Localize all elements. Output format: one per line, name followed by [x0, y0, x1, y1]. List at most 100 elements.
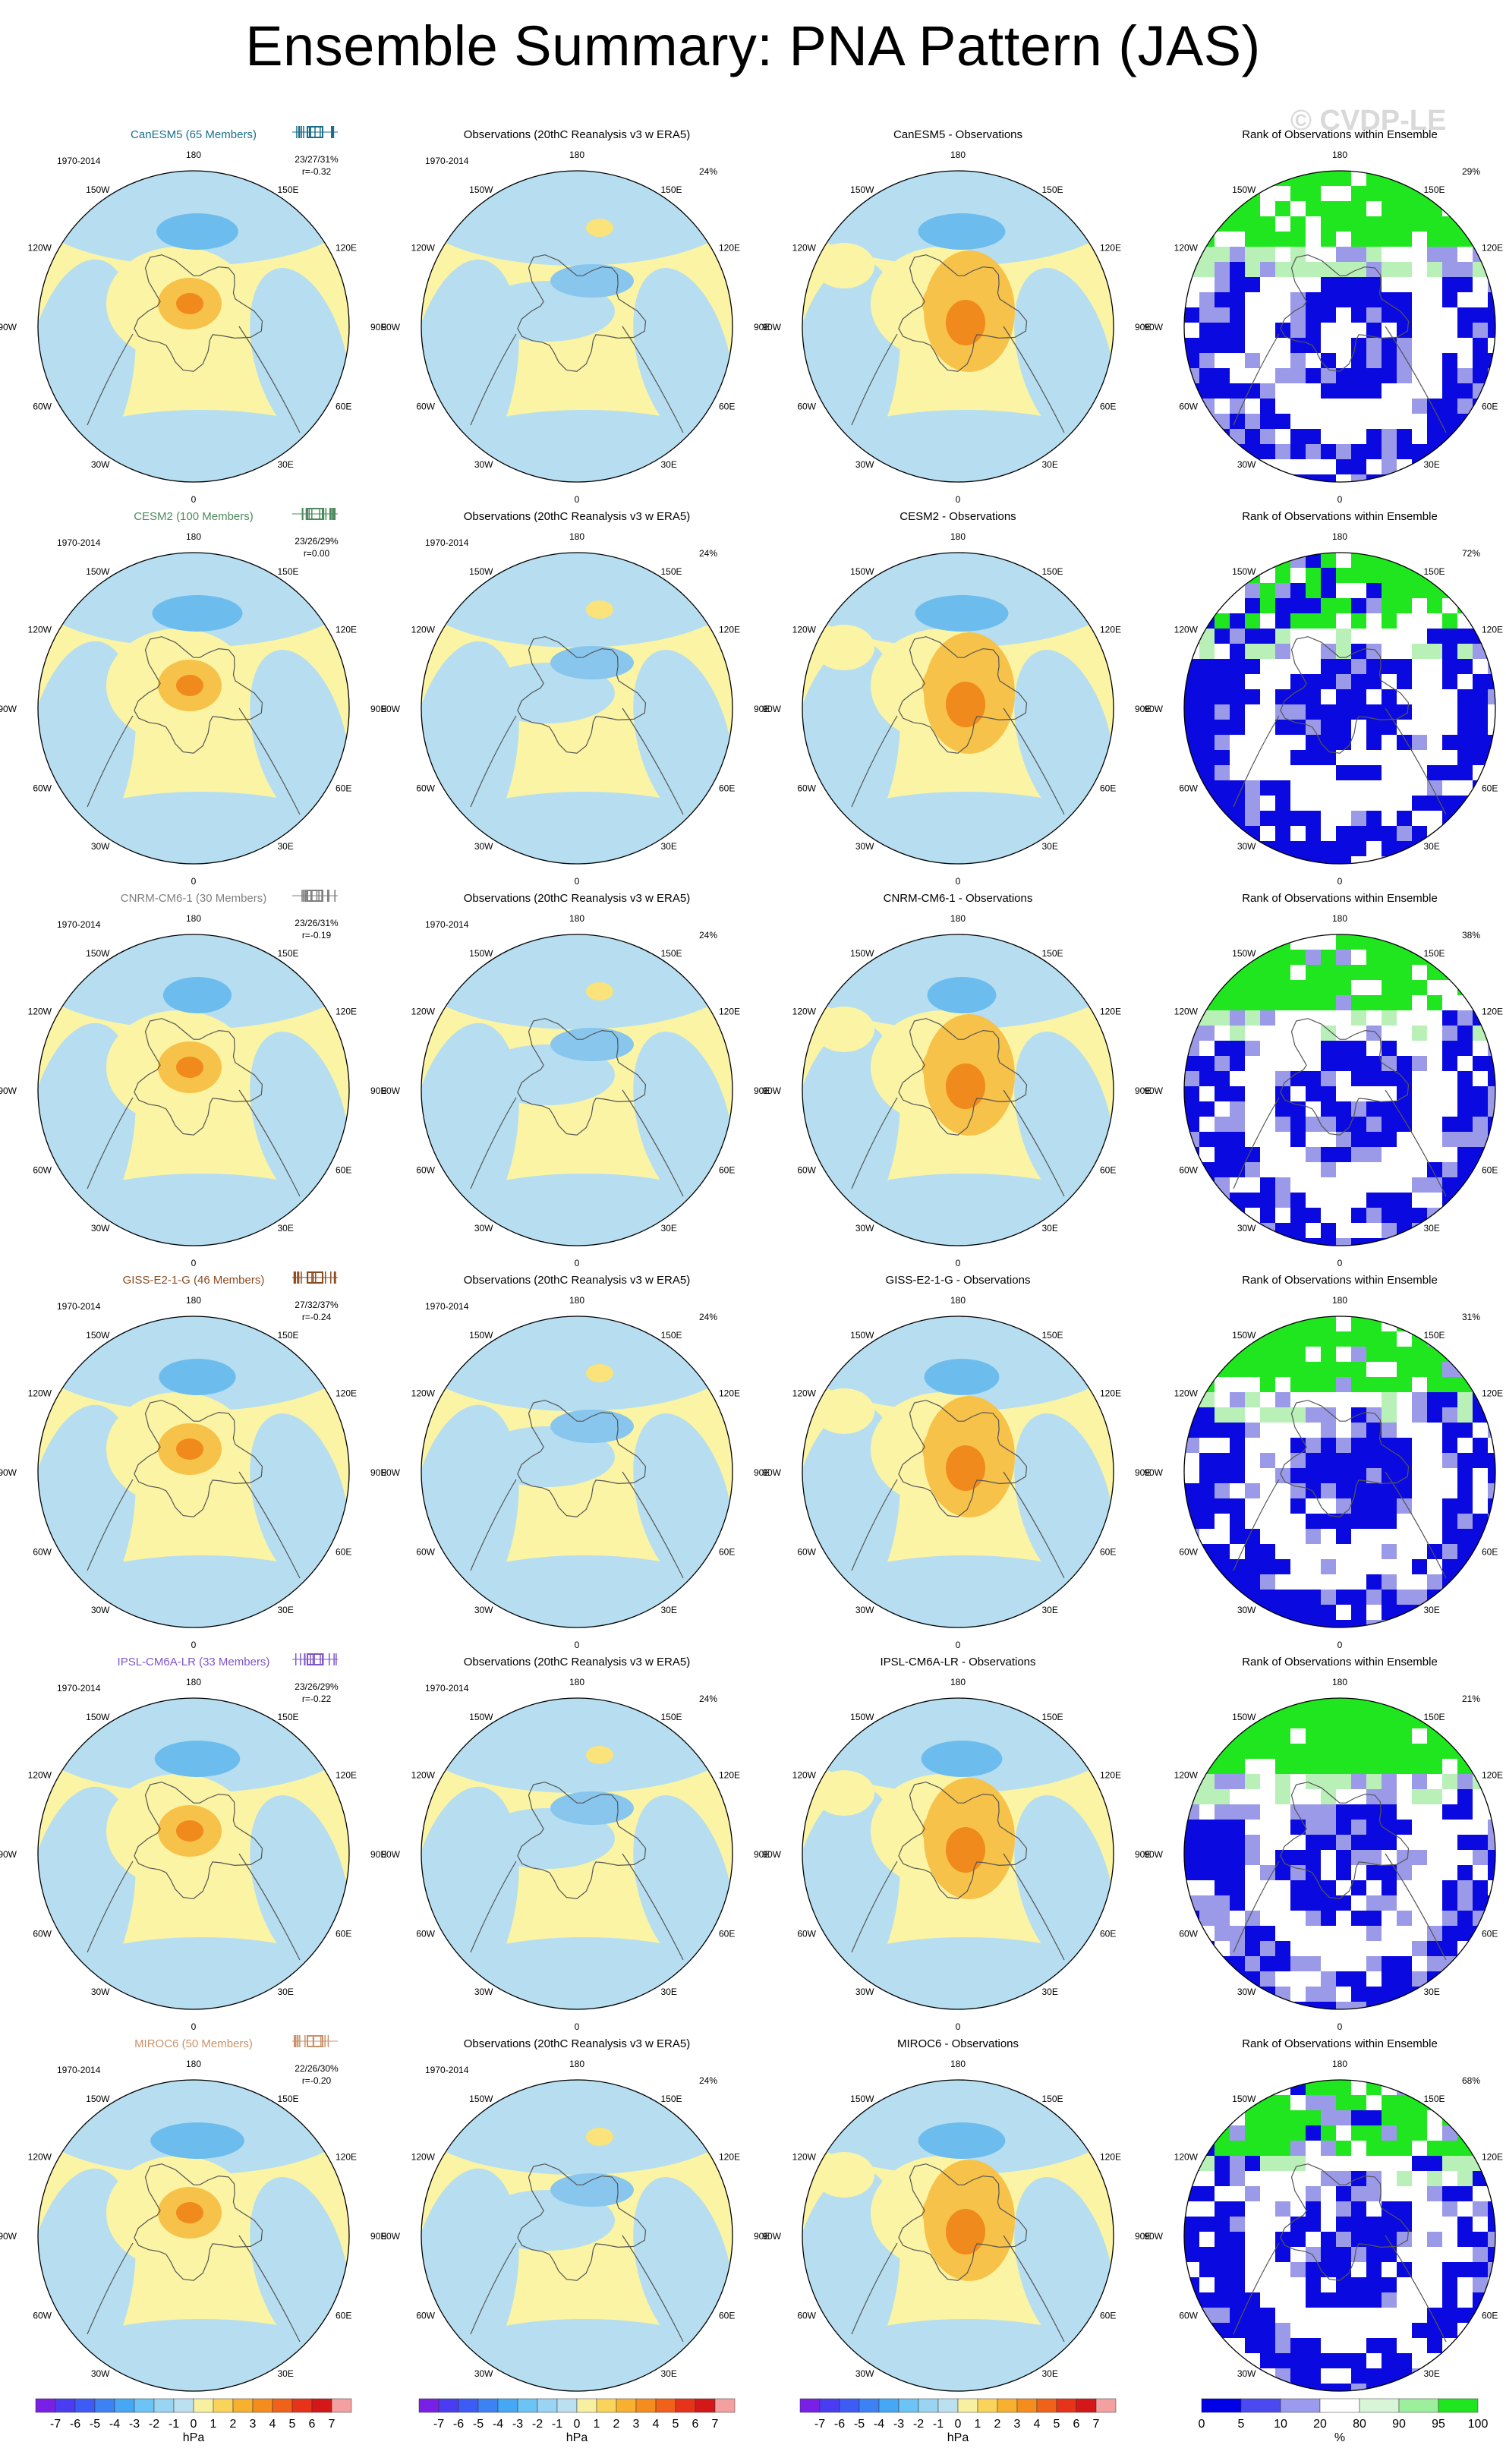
- rank-cell: [1488, 841, 1495, 857]
- colorbar-swatch: [291, 2398, 313, 2413]
- rank-cell: [1215, 1117, 1230, 1133]
- rank-cell: [1457, 735, 1473, 751]
- rank-cell: [1290, 568, 1306, 584]
- rank-cell: [1306, 399, 1322, 414]
- rank-cell: [1488, 796, 1495, 811]
- colorbar-tick-label: 6: [1073, 2418, 1080, 2431]
- positive-anomaly-region: [814, 1770, 874, 1816]
- rank-cell: [1442, 247, 1458, 263]
- rank-cell: [1397, 474, 1413, 482]
- rank-cell: [1275, 474, 1291, 482]
- rank-cell: [1397, 1911, 1413, 1927]
- rank-cell: [1427, 826, 1443, 842]
- rank-cell: [1290, 262, 1306, 278]
- rank-cell: [1351, 2217, 1367, 2232]
- rank-cell: [1230, 735, 1246, 751]
- rank-cell: [1260, 2262, 1276, 2278]
- rank-cell: [1184, 2323, 1200, 2339]
- rank-cell: [1382, 292, 1397, 308]
- rank-cell: [1488, 1347, 1495, 1363]
- rank-cell: [1442, 2323, 1458, 2339]
- rank-cell: [1473, 307, 1489, 323]
- longitude-label: 60E: [336, 1165, 351, 1176]
- rank-cell: [1473, 1880, 1489, 1896]
- longitude-label: 180: [950, 913, 966, 924]
- rank-cell: [1382, 856, 1397, 864]
- rank-cell: [1306, 1438, 1322, 1454]
- rank-cell: [1412, 2141, 1428, 2157]
- longitude-label: 30W: [91, 459, 110, 470]
- longitude-label: 90W: [381, 1849, 400, 1860]
- rank-cell: [1412, 1117, 1428, 1133]
- longitude-label: 90W: [762, 322, 781, 332]
- rank-cell: [1442, 613, 1458, 629]
- longitude-label: 120E: [336, 1007, 357, 1017]
- rank-cell: [1230, 1193, 1246, 1208]
- rank-cell: [1215, 720, 1230, 736]
- rank-cell: [1260, 1956, 1276, 1972]
- rank-cell: [1199, 1117, 1215, 1133]
- rank-cell: [1199, 1223, 1215, 1239]
- rank-cell: [1457, 1529, 1473, 1545]
- rank-cell: [1336, 2338, 1352, 2354]
- longitude-label: 90W: [1144, 1849, 1163, 1860]
- rank-cell: [1473, 368, 1489, 384]
- rank-cell: [1184, 2095, 1200, 2111]
- rank-cell: [1427, 1162, 1443, 1178]
- rank-cell: [1230, 659, 1246, 675]
- rank-cell: [1336, 2002, 1352, 2009]
- rank-cell: [1427, 1835, 1443, 1851]
- rank-cell: [1215, 1238, 1230, 1246]
- rank-cell: [1488, 1331, 1495, 1347]
- rank-cell: [1473, 459, 1489, 475]
- rank-cell: [1442, 780, 1458, 796]
- rank-cell: [1306, 1895, 1322, 1911]
- rank-cell: [1442, 1529, 1458, 1545]
- rank-cell: [1215, 1865, 1230, 1881]
- rank-cell: [1351, 323, 1367, 339]
- rank-cell: [1427, 1362, 1443, 1378]
- rank-cell: [1215, 277, 1230, 293]
- rank-cell: [1488, 598, 1495, 614]
- rank-cell: [1457, 629, 1473, 644]
- rank-cell: [1260, 1377, 1276, 1393]
- rank-cell: [1290, 1071, 1306, 1087]
- rank-cell: [1442, 2156, 1458, 2172]
- rank-cell: [1260, 216, 1276, 232]
- rank-cell: [1473, 2384, 1489, 2391]
- rank-cell: [1230, 644, 1246, 660]
- rank-cell: [1230, 629, 1246, 644]
- rank-cell: [1473, 1147, 1489, 1163]
- rank-cell: [1366, 1789, 1382, 1805]
- rank-cell: [1382, 444, 1397, 460]
- rank-cell: [1260, 414, 1276, 430]
- rank-cell: [1442, 720, 1458, 736]
- longitude-label: 60E: [1482, 402, 1498, 412]
- rank-cell: [1321, 1117, 1337, 1133]
- rank-cell: [1457, 1774, 1473, 1790]
- rank-cell: [1260, 1423, 1276, 1438]
- rank-cell: [1215, 1453, 1230, 1469]
- rank-cell: [1184, 2368, 1200, 2384]
- colorbar-tick-label: 2: [613, 2418, 620, 2431]
- colorbar-swatch: [272, 2398, 293, 2413]
- rank-cell: [1306, 934, 1322, 950]
- rank-cell: [1199, 353, 1215, 369]
- rank-cell: [1412, 796, 1428, 811]
- rank-cell: [1321, 1223, 1337, 1239]
- rank-cell: [1442, 1895, 1458, 1911]
- rank-cell: [1412, 2308, 1428, 2324]
- rank-cell: [1427, 689, 1443, 705]
- rank-cell: [1412, 613, 1428, 629]
- rank-cell: [1427, 1544, 1443, 1560]
- rank-cell: [1184, 2110, 1200, 2126]
- rank-cell: [1457, 659, 1473, 675]
- rank-cell: [1260, 2277, 1276, 2293]
- rank-cell: [1199, 568, 1215, 584]
- coastline: [1003, 1471, 1065, 1579]
- rank-cell: [1199, 1605, 1215, 1621]
- rank-cell: [1245, 674, 1261, 690]
- longitude-label: 180: [569, 1677, 584, 1687]
- rank-cell: [1397, 186, 1413, 202]
- rank-cell: [1336, 1483, 1352, 1499]
